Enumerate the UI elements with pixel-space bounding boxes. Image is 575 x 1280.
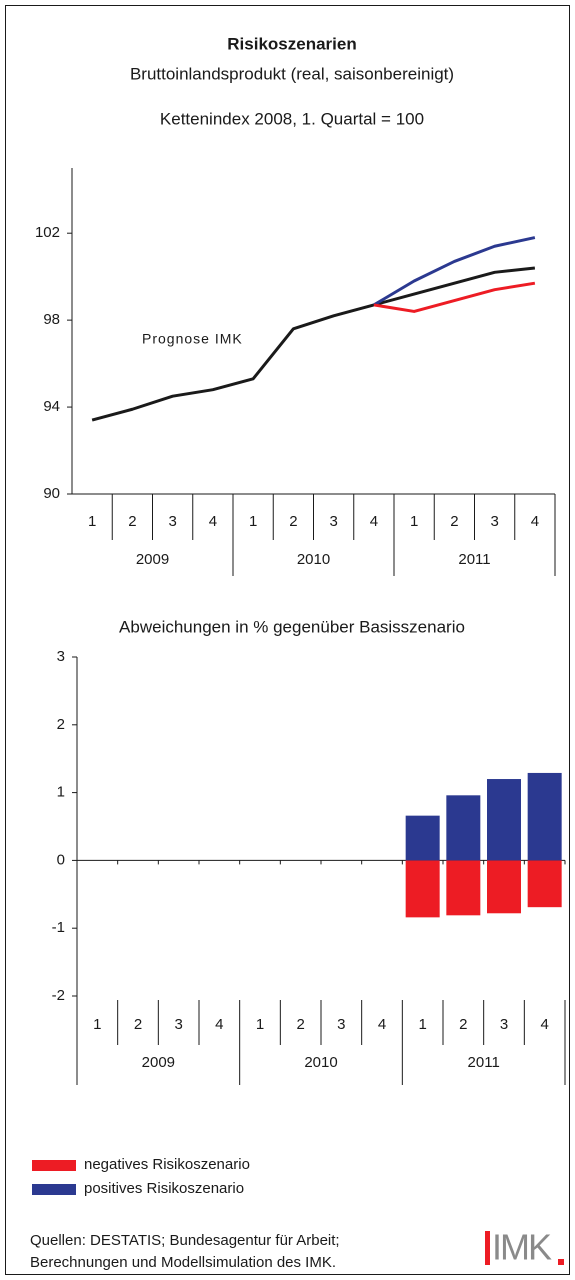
legend-swatch	[32, 1184, 76, 1195]
x-group-label: 2010	[297, 551, 330, 568]
x-group-label: 2009	[136, 551, 169, 568]
bar	[527, 772, 562, 861]
x-tick-label: 4	[378, 1016, 386, 1033]
x-group-label: 2009	[142, 1054, 175, 1071]
source: Quellen: DESTATIS; Bundesagentur für Arb…	[30, 1232, 340, 1249]
y-tick-label: 102	[35, 224, 60, 241]
bar	[405, 815, 440, 861]
x-tick-label: 2	[459, 1016, 467, 1033]
annotation: Prognose IMK	[142, 331, 243, 347]
logo: IMK	[492, 1227, 552, 1268]
x-tick-label: 1	[256, 1016, 264, 1033]
y-tick-label: 98	[43, 311, 60, 328]
legend-label: negatives Risikoszenario	[84, 1156, 250, 1173]
y-tick-label: 94	[43, 398, 60, 415]
x-tick-label: 3	[329, 513, 337, 530]
x-tick-label: 3	[337, 1016, 345, 1033]
chart-title: Abweichungen in % gegenüber Basisszenari…	[119, 617, 465, 636]
chart-subtitle: Kettenindex 2008, 1. Quartal = 100	[160, 109, 424, 128]
x-tick-label: 3	[500, 1016, 508, 1033]
x-tick-label: 2	[450, 513, 458, 530]
x-tick-label: 2	[296, 1016, 304, 1033]
x-tick-label: 2	[134, 1016, 142, 1033]
logo-bar	[485, 1231, 490, 1265]
bar	[405, 860, 440, 918]
y-tick-label: -1	[52, 919, 65, 936]
x-tick-label: 4	[209, 513, 217, 530]
x-group-label: 2011	[458, 551, 490, 568]
bar	[446, 860, 481, 916]
x-tick-label: 4	[215, 1016, 223, 1033]
x-tick-label: 4	[540, 1016, 548, 1033]
line	[91, 266, 536, 422]
x-tick-label: 3	[490, 513, 498, 530]
x-tick-label: 1	[93, 1016, 101, 1033]
x-tick-label: 1	[410, 513, 418, 530]
x-tick-label: 1	[88, 513, 96, 530]
bar	[487, 779, 521, 861]
chart-title: Risikoszenarien	[227, 34, 356, 53]
bar	[487, 860, 521, 914]
y-tick-label: -2	[52, 987, 65, 1004]
source: Berechnungen und Modellsimulation des IM…	[30, 1254, 336, 1271]
y-tick-label: 90	[43, 485, 60, 502]
chart-subtitle: Bruttoinlandsprodukt (real, saisonberein…	[130, 64, 454, 83]
bar	[527, 860, 562, 908]
bar	[446, 795, 481, 861]
x-tick-label: 2	[128, 513, 136, 530]
logo-dot	[558, 1259, 564, 1265]
frame	[5, 5, 570, 1275]
legend-label: positives Risikoszenario	[84, 1180, 244, 1197]
x-tick-label: 1	[418, 1016, 426, 1033]
line	[373, 281, 536, 313]
line	[373, 236, 536, 307]
legend-swatch	[32, 1160, 76, 1171]
y-tick-label: 0	[57, 851, 65, 868]
x-tick-label: 3	[168, 513, 176, 530]
x-group-label: 2011	[468, 1054, 500, 1071]
x-group-label: 2010	[304, 1054, 337, 1071]
x-tick-label: 1	[249, 513, 257, 530]
x-tick-label: 4	[370, 513, 378, 530]
y-tick-label: 1	[57, 784, 65, 801]
y-tick-label: 2	[57, 716, 65, 733]
x-tick-label: 2	[289, 513, 297, 530]
x-tick-label: 3	[174, 1016, 182, 1033]
x-tick-label: 4	[531, 513, 539, 530]
y-tick-label: 3	[57, 648, 65, 665]
